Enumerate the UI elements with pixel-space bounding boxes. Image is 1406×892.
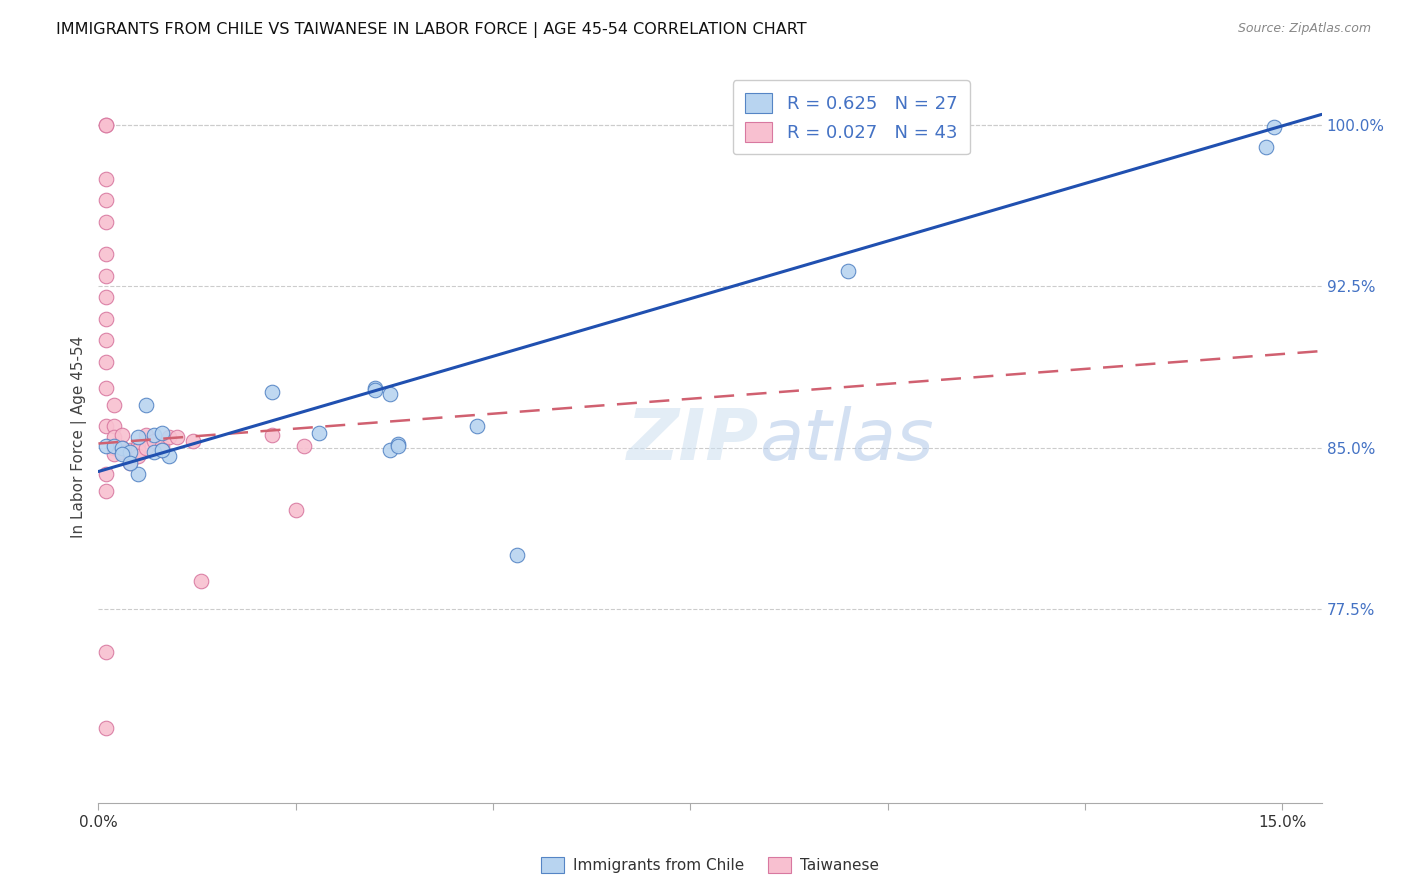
Point [96,439,118,453]
Point [127,430,149,444]
Text: atlas: atlas [759,406,934,475]
Point [118,445,141,459]
Point [118,456,141,470]
Point [96,172,118,186]
Point [96,419,118,434]
Point [111,428,134,442]
Point [260,384,283,399]
Point [118,451,141,466]
Point [96,381,118,395]
Point [159,430,181,444]
Point [150,442,173,457]
Point [260,428,283,442]
Point [142,445,165,459]
Point [127,450,149,464]
Text: Source: ZipAtlas.com: Source: ZipAtlas.com [1237,22,1371,36]
Point [181,434,204,449]
Point [96,247,118,261]
Y-axis label: In Labor Force | Age 45-54: In Labor Force | Age 45-54 [72,336,87,538]
Point [159,450,181,464]
Point [96,311,118,326]
Point [505,549,527,563]
Point [135,398,157,412]
Point [96,118,118,132]
Point [127,442,149,457]
Point [142,434,165,449]
Point [127,467,149,481]
Point [150,425,173,440]
Point [96,355,118,369]
Point [465,419,488,434]
Point [380,387,402,401]
Point [96,215,118,229]
Point [103,447,125,461]
Point [111,447,134,461]
Point [103,419,125,434]
Point [96,333,118,347]
Point [284,503,307,517]
Point [308,425,330,440]
Point [118,442,141,457]
Text: ZIP: ZIP [627,406,759,475]
Point [111,441,134,455]
Legend: Immigrants from Chile, Taiwanese: Immigrants from Chile, Taiwanese [536,850,884,880]
Point [96,483,118,498]
Point [135,428,157,442]
Point [96,290,118,304]
Text: IMMIGRANTS FROM CHILE VS TAIWANESE IN LABOR FORCE | AGE 45-54 CORRELATION CHART: IMMIGRANTS FROM CHILE VS TAIWANESE IN LA… [56,22,807,38]
Point [111,445,134,459]
Point [1263,120,1285,135]
Point [135,441,157,455]
Point [292,439,315,453]
Point [96,721,118,735]
Point [190,574,212,589]
Point [363,383,385,397]
Point [103,439,125,453]
Point [363,381,385,395]
Point [96,467,118,481]
Point [837,264,859,278]
Point [166,430,188,444]
Point [380,442,402,457]
Point [103,430,125,444]
Point [103,398,125,412]
Point [1256,139,1278,153]
Point [96,194,118,208]
Point [103,441,125,455]
Point [150,439,173,453]
Point [150,442,173,457]
Point [96,268,118,283]
Point [118,456,141,470]
Point [96,645,118,659]
Point [387,436,409,450]
Point [142,428,165,442]
Point [111,441,134,455]
Point [387,439,409,453]
Point [127,439,149,453]
Point [96,118,118,132]
